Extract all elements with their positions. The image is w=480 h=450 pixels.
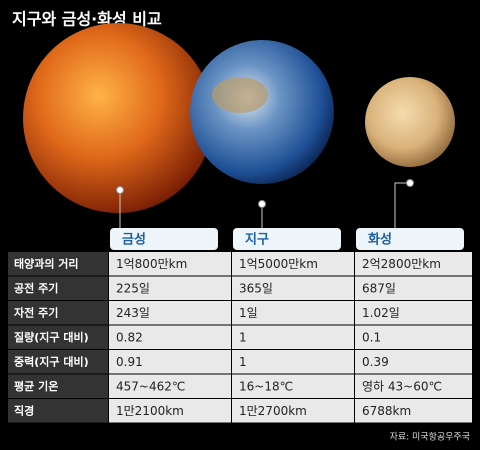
row-label-cell [8,399,108,423]
value-cell [355,350,472,374]
value: 1일 [239,306,258,320]
row-label-cell [8,276,108,300]
row-label: 중력(지구 대비) [14,354,89,368]
value-cell [355,399,472,423]
value: 0.39 [362,355,389,369]
planet-name: 화성 [368,232,392,248]
pointer [394,182,410,228]
row-label-cell [8,350,108,374]
value: 1만2100km [116,404,184,418]
value: 1 [239,330,247,344]
value-cell [355,374,472,398]
value: 687일 [362,281,396,295]
value-cell [109,325,231,349]
value-cell [232,276,354,300]
value-cell [232,301,354,325]
planet-tab [233,228,341,250]
value-cell [355,301,472,325]
value: 2억2800만km [362,257,441,271]
value: 225일 [116,281,150,295]
value: 365일 [239,281,273,295]
value: 1억5000만km [239,257,318,271]
value-cell [109,252,231,276]
pointer-dot [116,186,124,194]
planet-name: 지구 [245,233,269,248]
earth-image [190,40,334,184]
earth-land [212,77,268,113]
value: 1만2700km [239,404,307,418]
value-cell [232,350,354,374]
value-cell [232,374,354,398]
value-cell [355,276,472,300]
value: 0.1 [362,330,381,344]
row-label: 평균 기온 [14,379,58,393]
value: 16~18℃ [239,379,293,393]
row-label-cell [8,325,108,349]
value: 457~462℃ [116,379,185,393]
row-label: 직경 [14,403,34,417]
planet-tab [110,228,218,250]
row-label-cell [8,374,108,398]
source: 자료: 미국항공우주국 [390,432,470,443]
pointer-dots [116,179,414,208]
venus-image [23,23,213,213]
value: 1.02일 [362,306,400,320]
value-cell [355,325,472,349]
value: 243일 [116,306,150,320]
planet-name: 금성 [122,233,146,248]
value: 0.82 [116,330,143,344]
row-label: 태양과의 거리 [14,256,79,270]
value-cell [232,252,354,276]
value-cell [355,252,472,276]
value-cell [109,350,231,374]
row-label: 공전 주기 [14,281,58,295]
value-cell [109,301,231,325]
row-label-cell [8,252,108,276]
value: 0.91 [116,355,143,369]
row-label: 질량(지구 대비) [14,330,89,344]
row-label: 자전 주기 [14,305,58,319]
value: 6788km [362,404,411,418]
row-label-cell [8,301,108,325]
value-cell [109,276,231,300]
value: 1 [239,355,247,369]
value: 1억800만km [116,257,187,271]
value-cell [232,399,354,423]
value-cell [109,399,231,423]
mars-image [365,77,455,167]
planet-tab [356,228,464,250]
value-cell [109,374,231,398]
value: 영하 43~60℃ [362,379,442,393]
pointer-dot [258,200,266,208]
pointer-dot [406,179,414,187]
value-cell [232,325,354,349]
